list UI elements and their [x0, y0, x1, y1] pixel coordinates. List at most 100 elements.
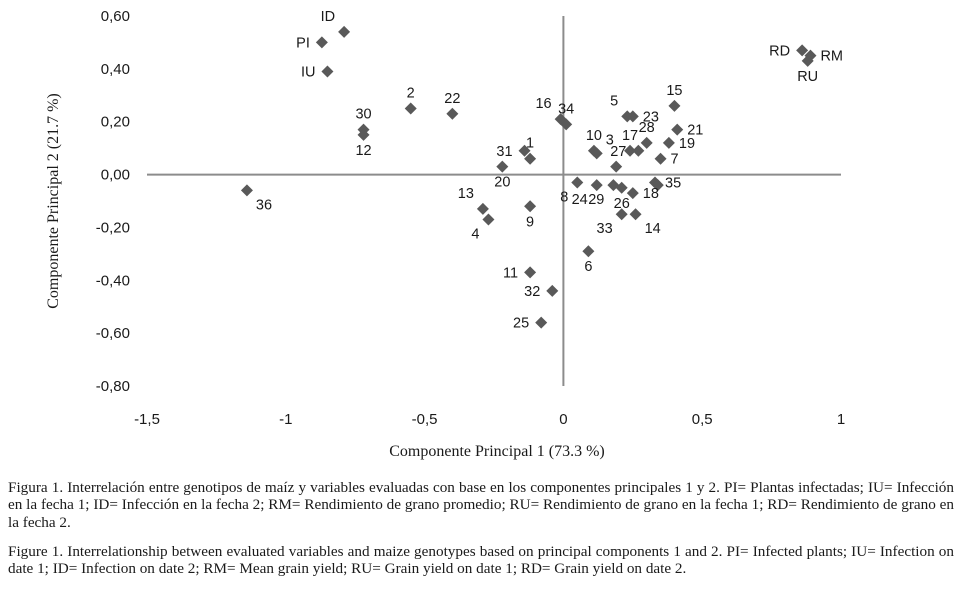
data-point-label: 23 — [643, 109, 659, 125]
data-point-label: 13 — [458, 186, 474, 202]
figure-caption-english: Figure 1. Interrelationship between eval… — [8, 543, 954, 578]
x-tick-label: 1 — [837, 411, 845, 428]
data-point-marker — [671, 123, 684, 136]
data-point-label: 28 — [639, 120, 655, 136]
data-point-label: 11 — [503, 265, 518, 281]
data-point-marker — [535, 316, 548, 329]
data-point-marker — [315, 36, 328, 49]
data-point-marker — [654, 152, 667, 165]
data-point-marker — [610, 160, 623, 173]
data-point-marker — [615, 208, 628, 221]
data-point-label: RM — [820, 49, 843, 65]
data-point-marker — [626, 110, 639, 123]
data-point-label: 30 — [355, 107, 371, 123]
data-point-marker — [662, 136, 675, 149]
data-point-label: RD — [769, 43, 790, 59]
data-point-label: 21 — [687, 123, 703, 139]
data-point-marker — [446, 107, 459, 120]
data-point-marker — [626, 187, 639, 200]
data-point-label: 18 — [643, 186, 659, 202]
data-point-marker — [801, 54, 814, 67]
data-point-marker — [496, 160, 509, 173]
data-point-marker — [615, 181, 628, 194]
data-point-label: 15 — [666, 83, 682, 99]
tick-labels: 0,60 0,40 0,20 0,00 -0,20 -0,40 -0,60 -0,80-1,5… — [96, 8, 845, 428]
data-point-label: 5 — [610, 93, 618, 109]
data-point-label: 8 — [560, 190, 568, 206]
data-point-marker — [482, 213, 495, 226]
data-point-marker — [629, 208, 642, 221]
data-point-marker — [624, 144, 637, 157]
data-point-label: 35 — [665, 176, 681, 192]
data-point-label: 7 — [671, 152, 679, 168]
data-point-label: 19 — [679, 136, 695, 152]
data-point-label: 14 — [645, 221, 661, 237]
y-axis-title: Componente Principal 2 (21.7 %) — [45, 93, 62, 309]
data-point-label: 29 — [588, 192, 604, 208]
data-point-marker — [582, 245, 595, 258]
data-point-marker — [357, 128, 370, 141]
data-point-label: 24 — [572, 192, 588, 208]
data-point-label: 17 — [622, 128, 638, 144]
y-tick-label: 0,60 — [101, 8, 130, 25]
x-tick-label: 0 — [559, 411, 567, 428]
data-point-marker — [590, 147, 603, 160]
axes — [147, 16, 841, 386]
data-point-marker — [546, 284, 559, 297]
data-point-label: 34 — [558, 101, 574, 117]
x-tick-label: -1,5 — [134, 411, 160, 428]
data-point-marker — [338, 25, 351, 38]
x-tick-label: 0,5 — [692, 411, 713, 428]
data-point-label: 36 — [256, 197, 272, 213]
data-point-marker — [571, 176, 584, 189]
data-point-marker — [524, 200, 537, 213]
data-point-marker — [640, 136, 653, 149]
y-tick-label: 0,40 — [101, 61, 130, 78]
y-tick-label: -0,20 — [96, 219, 130, 236]
data-point-label: 32 — [524, 284, 540, 300]
x-axis-title: Componente Principal 1 (73.3 %) — [389, 443, 605, 460]
y-tick-label: 0,00 — [101, 167, 130, 184]
pca-scatter-chart: 0,60 0,40 0,20 0,00 -0,20 -0,40 -0,60 -0,80-1,5… — [45, 8, 845, 460]
data-point-marker — [240, 184, 253, 197]
data-point-label: 1 — [526, 136, 534, 152]
data-point-label: 6 — [584, 259, 592, 275]
data-point-marker — [524, 152, 537, 165]
data-points — [240, 25, 817, 329]
data-point-label: 3 — [606, 132, 614, 148]
data-point-marker — [476, 202, 489, 215]
data-point-label: 25 — [513, 316, 529, 332]
data-point-label: RU — [797, 69, 818, 85]
data-point-label: 27 — [610, 144, 626, 160]
data-point-label: 33 — [597, 221, 613, 237]
data-point-marker — [321, 65, 334, 78]
y-tick-label: -0,80 — [96, 378, 130, 395]
data-point-label: 12 — [355, 143, 371, 159]
data-point-marker — [651, 179, 664, 192]
x-tick-label: -1 — [279, 411, 292, 428]
data-point-label: 2 — [407, 86, 415, 102]
data-point-marker — [590, 179, 603, 192]
data-point-marker — [404, 102, 417, 115]
data-point-marker — [518, 144, 531, 157]
data-point-label: 31 — [496, 144, 512, 160]
data-point-label: IU — [301, 65, 316, 81]
data-point-label: 16 — [535, 96, 551, 112]
data-point-marker — [668, 99, 681, 112]
data-point-label: 22 — [444, 91, 460, 107]
figure-caption-spanish: Figura 1. Interrelación entre genotipos … — [8, 479, 954, 531]
data-point-label: PI — [296, 35, 310, 51]
data-point-label: 20 — [494, 175, 510, 191]
data-point-marker — [632, 144, 645, 157]
data-point-marker — [796, 44, 809, 57]
y-tick-label: -0,60 — [96, 325, 130, 342]
y-tick-label: 0,20 — [101, 114, 130, 131]
y-tick-label: -0,40 — [96, 272, 130, 289]
data-point-label: 4 — [471, 227, 479, 243]
data-point-label: 10 — [586, 128, 602, 144]
x-tick-label: -0,5 — [412, 411, 438, 428]
data-point-label: ID — [321, 9, 336, 25]
data-point-label: 9 — [526, 214, 534, 230]
data-point-label: 26 — [614, 196, 630, 212]
